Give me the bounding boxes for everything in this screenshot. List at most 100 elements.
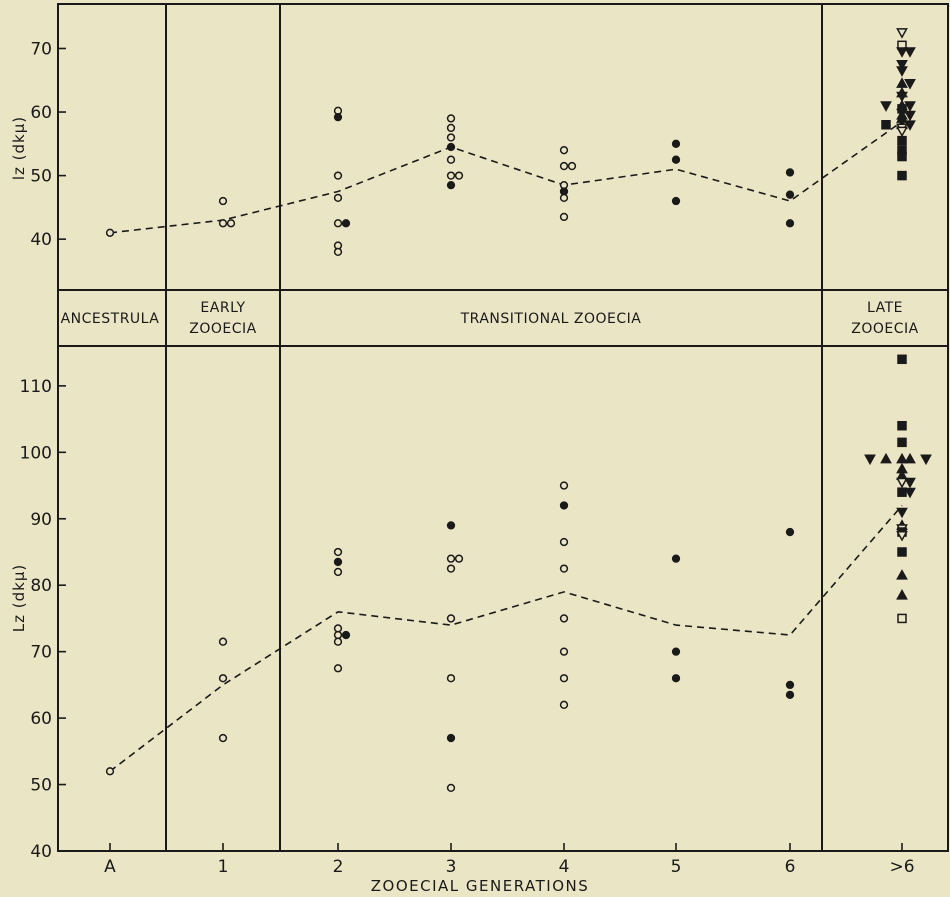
data-point-triangle-down <box>896 47 908 58</box>
data-point-circle <box>218 196 228 206</box>
data-point-triangle-up <box>896 452 908 464</box>
data-point-square <box>897 613 907 624</box>
mean-trend-line <box>109 504 903 772</box>
data-point-circle <box>559 212 569 222</box>
data-point-circle <box>105 767 115 776</box>
x-tick-label: A <box>104 857 116 877</box>
data-point-square <box>881 120 891 130</box>
data-point-circle <box>559 481 569 490</box>
data-point-circle <box>333 624 343 633</box>
data-point-triangle-down <box>896 66 908 77</box>
data-point-triangle-down <box>896 126 908 138</box>
data-point-circle <box>218 674 228 683</box>
band-label-late-2: ZOOECIA <box>851 321 918 337</box>
y-tick-label: 50 <box>30 776 52 796</box>
data-point-circle <box>341 219 351 228</box>
y-tick-label: 60 <box>30 103 52 123</box>
data-point-circle <box>218 637 228 646</box>
data-point-circle <box>559 674 569 683</box>
data-point-circle <box>785 680 795 690</box>
data-point-circle <box>446 171 456 180</box>
data-point-circle <box>671 647 681 656</box>
top-y-axis-title: lz (dkμ) <box>10 116 28 180</box>
data-point-circle <box>567 161 577 171</box>
y-tick-label: 90 <box>30 510 52 530</box>
data-point-triangle-down <box>896 507 908 519</box>
data-point-circle <box>333 112 343 122</box>
data-point-circle <box>671 155 681 164</box>
data-point-circle <box>559 193 569 202</box>
data-point-circle <box>333 664 343 673</box>
data-point-circle <box>559 614 569 623</box>
data-point-circle <box>446 180 456 190</box>
data-point-circle <box>446 133 456 142</box>
y-tick-label: 50 <box>30 167 52 187</box>
x-tick-label: 2 <box>333 857 344 877</box>
band-label-early-1: EARLY <box>200 300 245 316</box>
y-tick-label: 110 <box>20 377 52 397</box>
data-point-triangle-down <box>904 120 916 131</box>
data-point-square <box>897 420 907 431</box>
data-point-circle <box>454 554 464 563</box>
data-point-triangle-down <box>896 59 908 71</box>
data-point-circle <box>333 557 343 567</box>
data-point-square <box>897 151 907 162</box>
data-point-circle <box>671 674 681 683</box>
data-point-circle <box>446 114 456 123</box>
data-point-square <box>897 170 907 181</box>
data-point-circle <box>333 193 343 202</box>
data-point-triangle-down <box>864 454 876 466</box>
data-point-triangle-down <box>904 487 916 499</box>
data-point-square <box>897 437 907 448</box>
y-tick-label: 70 <box>30 643 52 663</box>
data-point-circle <box>446 521 456 530</box>
x-tick-label: >6 <box>889 857 914 877</box>
data-point-circle <box>559 537 569 547</box>
mean-trend-line <box>109 120 903 234</box>
data-point-triangle-down <box>920 454 932 466</box>
data-point-triangle-down <box>904 47 916 58</box>
band-label-late-1: LATE <box>867 300 903 316</box>
y-tick-label: 40 <box>30 230 52 250</box>
data-point-circle <box>446 142 456 152</box>
x-tick-label: 6 <box>785 857 796 877</box>
data-point-circle <box>446 674 456 683</box>
data-point-circle <box>333 637 343 646</box>
data-point-circle <box>785 690 795 699</box>
data-point-circle <box>446 155 456 164</box>
data-point-circle <box>226 219 236 228</box>
data-point-circle <box>341 630 351 640</box>
data-point-circle <box>333 247 343 257</box>
data-point-triangle-down <box>880 101 892 112</box>
y-tick-label: 60 <box>30 709 52 729</box>
y-tick-label: 100 <box>20 443 52 463</box>
chart-marks: 40 50 60 70 40 50 60 70 80 90 100 110 A 1 2 3 4 5 6 >6 <box>20 28 932 877</box>
data-point-circle <box>333 567 343 577</box>
data-point-square <box>897 547 907 557</box>
data-point-triangle-up <box>904 452 916 464</box>
data-point-triangle-down <box>896 91 908 103</box>
data-point-triangle-down <box>904 79 916 90</box>
data-point-circle <box>446 733 456 743</box>
data-point-circle <box>454 171 464 180</box>
x-tick-label: 3 <box>446 857 457 877</box>
data-point-circle <box>785 219 795 228</box>
bottom-y-axis-title: Lz (dkμ) <box>10 564 28 632</box>
x-tick-label: 1 <box>218 857 229 877</box>
band-label-early-2: ZOOECIA <box>189 321 256 337</box>
y-tick-label: 80 <box>30 576 52 596</box>
data-point-circle <box>559 501 569 510</box>
x-tick-label: 5 <box>671 857 682 877</box>
data-point-circle <box>559 564 569 573</box>
data-point-square <box>897 135 907 146</box>
data-point-circle <box>559 647 569 656</box>
data-point-circle <box>559 146 569 155</box>
x-tick-label: 4 <box>559 857 570 877</box>
band-label-transitional: TRANSITIONAL ZOOECIA <box>460 311 642 327</box>
y-tick-label: 40 <box>30 842 52 862</box>
data-point-circle <box>218 733 228 743</box>
data-point-triangle-up <box>896 589 908 600</box>
data-point-circle <box>671 196 681 206</box>
data-point-circle <box>446 614 456 623</box>
